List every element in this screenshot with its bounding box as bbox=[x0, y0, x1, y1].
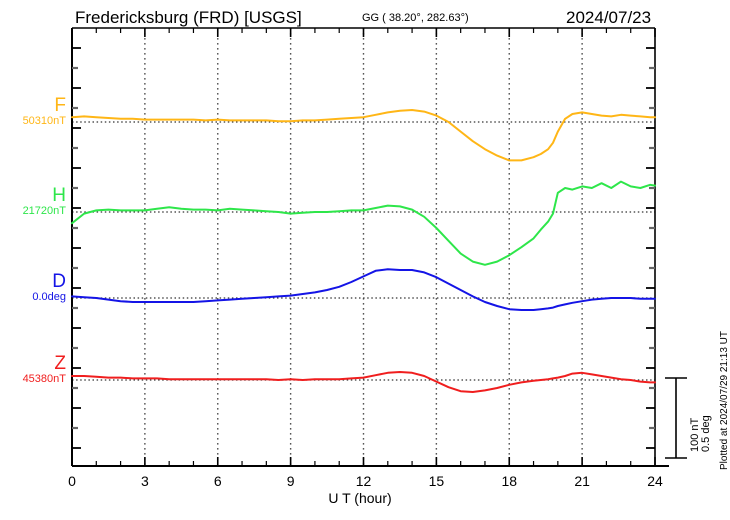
data-traces bbox=[71, 109, 656, 393]
plot-frame bbox=[71, 27, 669, 467]
x-tick-label: 6 bbox=[213, 473, 222, 489]
component-label-h: H 21720nT bbox=[0, 186, 66, 218]
component-letter-d: D bbox=[52, 271, 66, 292]
component-baselines bbox=[72, 121, 655, 381]
component-baseline-value-d: 0.0deg bbox=[32, 291, 66, 303]
grid-lines bbox=[144, 28, 583, 466]
x-tick-label: 15 bbox=[428, 473, 445, 489]
x-axis-title: U T (hour) bbox=[328, 490, 392, 506]
component-baseline-value-z: 45380nT bbox=[22, 373, 66, 385]
plotted-at-timestamp: Plotted at 2024/07/29 21:13 UT bbox=[719, 331, 730, 470]
component-label-d: D 0.0deg bbox=[0, 272, 66, 304]
trace-d bbox=[71, 268, 656, 311]
component-label-f: F 50310nT bbox=[0, 96, 66, 128]
trace-h bbox=[71, 180, 656, 266]
component-letter-z: Z bbox=[54, 353, 66, 374]
x-tick-label: 9 bbox=[286, 473, 295, 489]
trace-f bbox=[71, 109, 656, 162]
x-tick-label: 3 bbox=[140, 473, 149, 489]
observation-date: 2024/07/23 bbox=[566, 8, 652, 27]
component-letter-f: F bbox=[54, 95, 66, 116]
station-title: Fredericksburg (FRD) [USGS] bbox=[75, 8, 302, 27]
component-letter-h: H bbox=[52, 185, 66, 206]
scale-bar-deg: 0.5 deg bbox=[700, 415, 712, 452]
geographic-coordinates: GG ( 38.20°, 282.63°) bbox=[362, 12, 469, 24]
x-tick-label: 0 bbox=[68, 473, 76, 489]
scale-bar bbox=[665, 377, 687, 459]
trace-z bbox=[71, 371, 656, 393]
scale-bar-label: 100 nT 0.5 deg bbox=[689, 415, 712, 452]
x-tick-label: 24 bbox=[647, 473, 663, 489]
component-label-z: Z 45380nT bbox=[0, 354, 66, 386]
x-tick-label: 21 bbox=[574, 473, 590, 489]
x-tick-label: 18 bbox=[501, 473, 518, 489]
component-baseline-value-f: 50310nT bbox=[22, 115, 66, 127]
axis-ticks bbox=[71, 28, 656, 466]
component-baseline-value-h: 21720nT bbox=[22, 205, 66, 217]
x-tick-label: 12 bbox=[355, 473, 372, 489]
